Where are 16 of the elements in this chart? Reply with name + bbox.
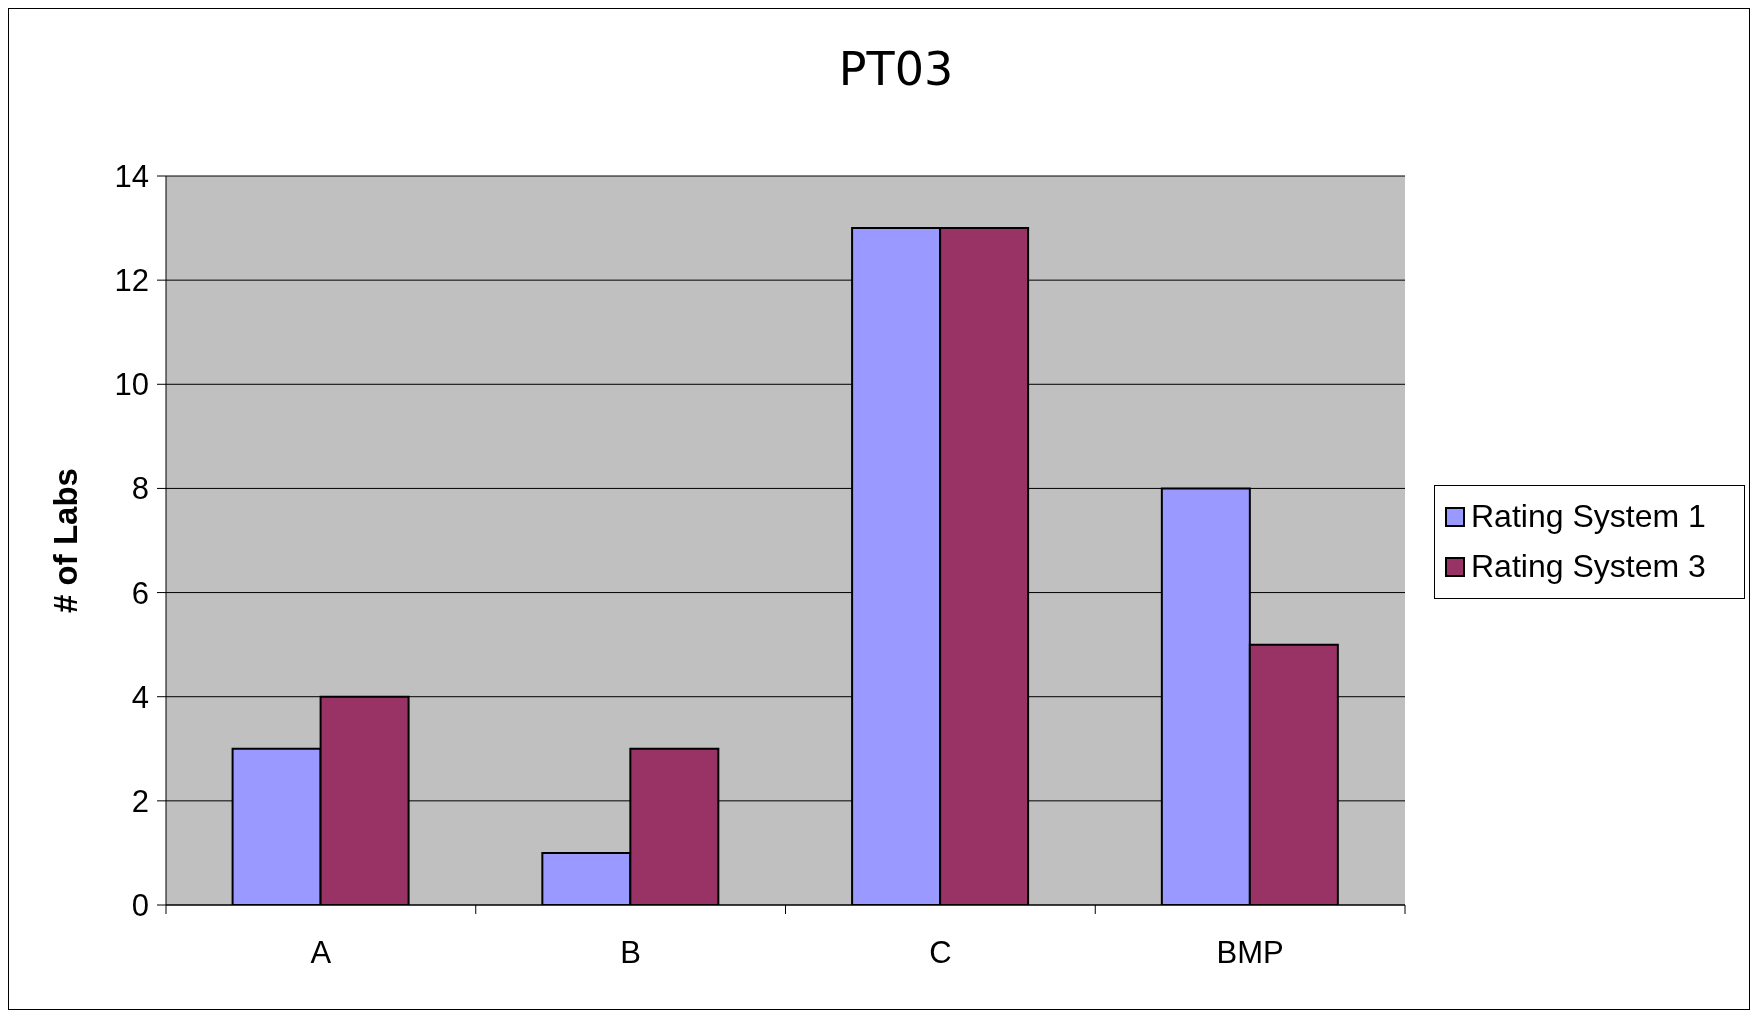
y-tick-label: 10 — [114, 367, 149, 403]
x-tick-label: BMP — [1216, 935, 1284, 970]
y-tick-label: 0 — [131, 888, 149, 924]
x-tick-label: A — [310, 935, 332, 970]
legend-label: Rating System 1 — [1471, 498, 1706, 535]
x-tick-label: B — [620, 935, 641, 970]
y-tick-label: 4 — [131, 679, 149, 715]
chart-title: PT03 — [838, 41, 954, 97]
y-axis-title: # of Labs — [46, 468, 84, 613]
y-tick-label: 2 — [131, 783, 149, 819]
y-tick-label: 6 — [131, 575, 149, 611]
x-tick-label: C — [929, 935, 952, 970]
y-tick-label: 12 — [114, 263, 149, 299]
y-tick-label: 14 — [114, 159, 149, 195]
legend-label: Rating System 3 — [1471, 548, 1706, 585]
y-tick-label: 8 — [131, 471, 149, 507]
